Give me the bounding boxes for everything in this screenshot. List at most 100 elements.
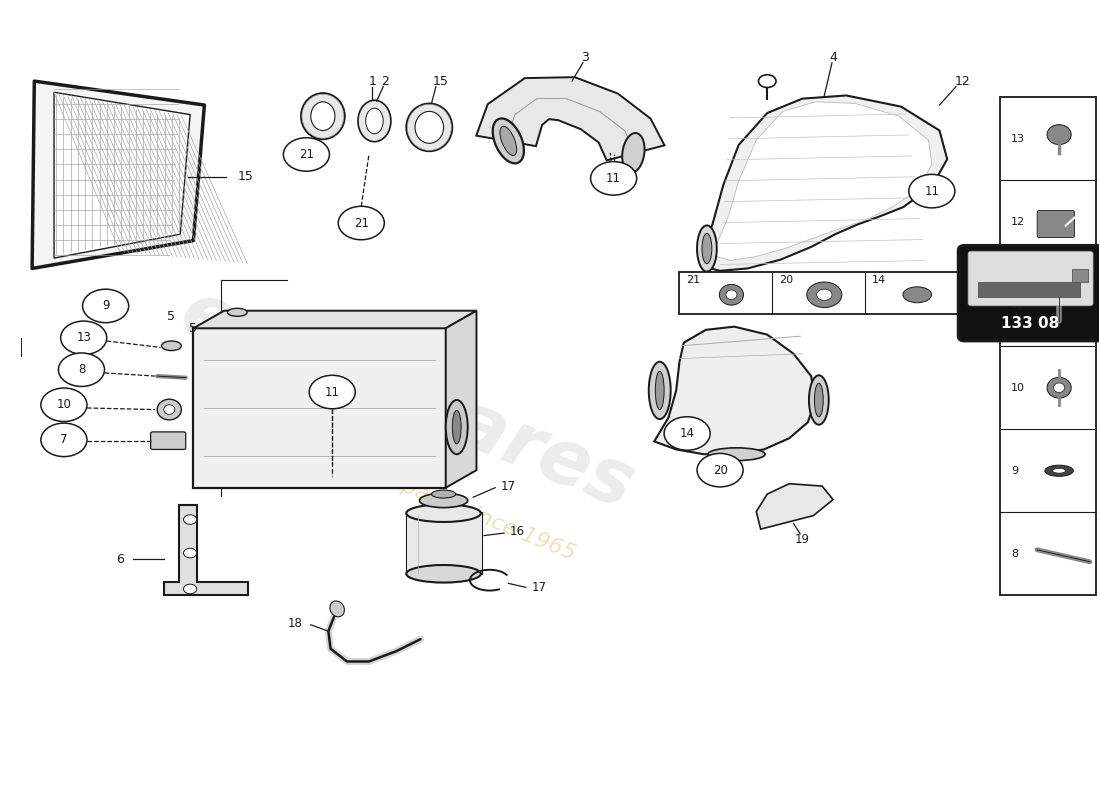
FancyBboxPatch shape [968, 251, 1093, 306]
Ellipse shape [493, 118, 524, 163]
Circle shape [806, 282, 842, 307]
Ellipse shape [446, 400, 468, 454]
Text: 3: 3 [581, 50, 589, 64]
Text: 10: 10 [56, 398, 72, 411]
Polygon shape [476, 77, 664, 160]
Ellipse shape [719, 285, 744, 305]
Ellipse shape [500, 126, 517, 155]
Ellipse shape [814, 383, 823, 417]
Ellipse shape [1053, 468, 1066, 473]
Circle shape [759, 74, 775, 87]
Ellipse shape [697, 226, 717, 272]
Circle shape [338, 206, 384, 240]
Text: 1: 1 [368, 74, 376, 88]
Circle shape [591, 162, 637, 195]
Ellipse shape [365, 108, 383, 134]
Circle shape [82, 289, 129, 322]
FancyBboxPatch shape [151, 432, 186, 450]
Text: 11: 11 [606, 172, 621, 185]
Ellipse shape [1054, 383, 1065, 393]
Polygon shape [164, 506, 249, 595]
Circle shape [816, 289, 832, 300]
Text: 5: 5 [189, 322, 197, 334]
Ellipse shape [623, 133, 645, 173]
Text: 13: 13 [1011, 134, 1025, 143]
Circle shape [909, 174, 955, 208]
Ellipse shape [649, 362, 671, 419]
Text: 21: 21 [686, 275, 701, 286]
Circle shape [184, 515, 197, 524]
Polygon shape [1000, 97, 1097, 595]
Text: 16: 16 [509, 525, 525, 538]
Text: 20: 20 [713, 464, 727, 477]
Text: a passion for parts since 1965: a passion for parts since 1965 [258, 419, 578, 564]
Text: 21: 21 [354, 217, 368, 230]
Ellipse shape [1050, 286, 1068, 292]
Text: 9: 9 [102, 299, 109, 313]
Ellipse shape [726, 290, 737, 299]
Ellipse shape [431, 490, 455, 498]
Polygon shape [757, 484, 833, 529]
Polygon shape [194, 328, 446, 488]
Text: 13: 13 [76, 331, 91, 344]
Text: 8: 8 [78, 363, 85, 376]
Ellipse shape [1047, 125, 1071, 145]
Polygon shape [654, 326, 815, 454]
Polygon shape [54, 92, 190, 258]
Polygon shape [407, 514, 482, 574]
Text: 21: 21 [299, 148, 314, 161]
Ellipse shape [452, 410, 461, 444]
Text: 15: 15 [238, 170, 253, 183]
Ellipse shape [228, 308, 248, 316]
Polygon shape [32, 81, 205, 269]
Text: 133 08: 133 08 [1001, 316, 1059, 331]
Text: 14: 14 [680, 427, 695, 440]
Ellipse shape [406, 103, 452, 151]
Ellipse shape [157, 399, 182, 420]
Ellipse shape [808, 375, 828, 425]
FancyBboxPatch shape [958, 246, 1100, 341]
Circle shape [184, 548, 197, 558]
Ellipse shape [301, 93, 344, 139]
Text: 14: 14 [872, 275, 886, 286]
Circle shape [697, 454, 744, 487]
Text: 5: 5 [167, 310, 176, 322]
Ellipse shape [311, 102, 334, 130]
Ellipse shape [1047, 378, 1071, 398]
Ellipse shape [1045, 465, 1074, 476]
FancyBboxPatch shape [1037, 210, 1075, 238]
Text: 17: 17 [531, 581, 547, 594]
Text: eurospares: eurospares [169, 275, 645, 525]
Ellipse shape [415, 111, 443, 143]
Ellipse shape [406, 565, 481, 582]
Text: 7: 7 [60, 434, 68, 446]
Polygon shape [446, 310, 476, 488]
Text: 17: 17 [500, 479, 516, 493]
Text: 12: 12 [955, 74, 970, 88]
Circle shape [184, 584, 197, 594]
Polygon shape [698, 95, 947, 271]
Text: 10: 10 [1011, 382, 1025, 393]
Text: 9: 9 [1011, 466, 1018, 476]
Ellipse shape [164, 405, 175, 414]
Text: 11: 11 [1011, 300, 1025, 310]
Ellipse shape [358, 100, 390, 142]
Text: 12: 12 [1011, 217, 1025, 226]
Ellipse shape [702, 234, 712, 264]
Text: 8: 8 [1011, 549, 1018, 558]
Text: 15: 15 [432, 74, 448, 88]
Ellipse shape [419, 494, 468, 508]
Ellipse shape [406, 505, 481, 522]
Polygon shape [978, 282, 1080, 298]
Text: 6: 6 [116, 553, 124, 566]
Text: 11: 11 [924, 185, 939, 198]
Ellipse shape [903, 286, 932, 302]
Text: 2: 2 [382, 74, 389, 88]
Circle shape [41, 388, 87, 422]
Polygon shape [715, 102, 932, 261]
Polygon shape [1072, 269, 1088, 282]
Text: 18: 18 [288, 617, 302, 630]
Text: 11: 11 [324, 386, 340, 398]
Polygon shape [194, 310, 476, 328]
Circle shape [309, 375, 355, 409]
